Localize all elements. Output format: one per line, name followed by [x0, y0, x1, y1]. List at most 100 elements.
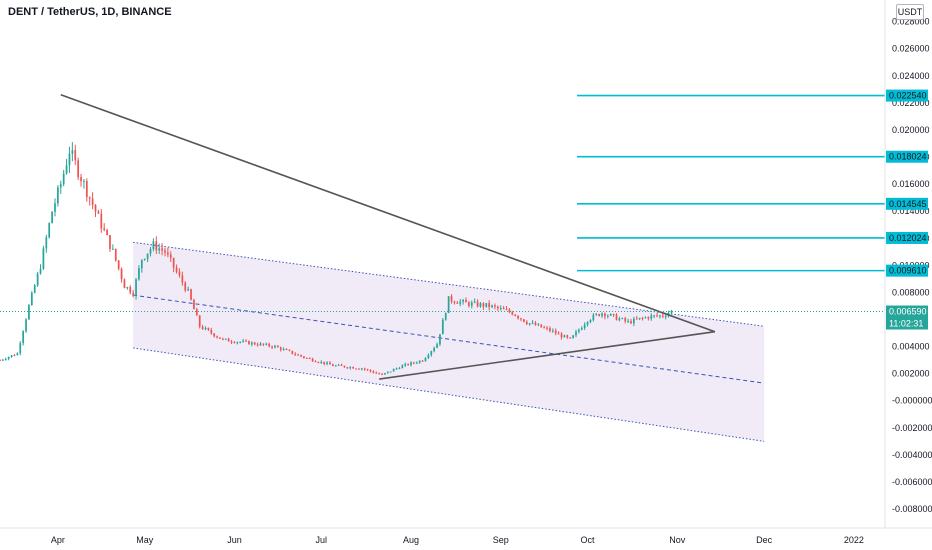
candle-up [149, 248, 152, 254]
price-tick-label: -0.000000 [892, 396, 932, 406]
candle-up [589, 320, 592, 322]
candle-up [638, 317, 641, 320]
horizontal-levels[interactable] [0, 94, 885, 313]
level-price-badge [886, 89, 928, 102]
candle-up [33, 285, 36, 293]
candle-up [427, 355, 430, 358]
candle-down [129, 287, 132, 293]
candle-down [190, 289, 192, 300]
candle-up [609, 313, 612, 316]
candle-up [398, 368, 401, 370]
channel-upper-line[interactable] [133, 241, 765, 327]
trendlines[interactable] [60, 94, 716, 380]
candle-up [51, 211, 53, 224]
candle-up [62, 173, 65, 185]
bar-countdown: 11:02:31 [889, 319, 923, 329]
candle-down [248, 340, 250, 345]
candle-down [314, 361, 317, 363]
candle-down [300, 354, 302, 357]
price-tick-label: -0.002000 [892, 423, 932, 433]
candle-down [598, 314, 601, 317]
candle-down [169, 254, 172, 258]
candle-up [491, 305, 493, 308]
ascending-trendline[interactable] [379, 330, 716, 380]
descending-trendline[interactable] [60, 94, 716, 333]
candle-down [268, 343, 271, 347]
candle-down [219, 337, 221, 339]
candle-up [19, 343, 22, 354]
descending-channel[interactable] [133, 241, 765, 442]
candle-down [375, 372, 378, 374]
time-tick-label: Jun [227, 535, 242, 545]
candle-up [68, 153, 71, 166]
candle-up [447, 296, 450, 313]
candle-up [395, 368, 398, 370]
candle-down [352, 367, 354, 369]
candle-up [250, 342, 253, 345]
candle-up [410, 362, 412, 366]
candle-up [386, 371, 389, 374]
candle-down [488, 303, 491, 308]
price-tick-label: -0.008000 [892, 504, 932, 514]
currency-button[interactable]: USDT [896, 4, 924, 20]
level-price-badge [886, 197, 928, 210]
price-tick-label: 0.016000 [892, 179, 930, 189]
candle-down [358, 368, 360, 370]
candle-down [279, 347, 282, 350]
candle-down [132, 292, 135, 296]
candle-up [236, 342, 239, 344]
candle-down [456, 302, 459, 304]
candle-down [311, 358, 314, 362]
candle-up [441, 319, 444, 335]
candle-down [253, 342, 256, 345]
level-price-badge-text: 0.012024 [889, 233, 927, 243]
candle-down [661, 315, 664, 317]
candle-up [601, 313, 603, 317]
candle-up [473, 301, 476, 303]
candle-down [366, 369, 369, 371]
candle-up [404, 363, 407, 366]
candle-down [468, 302, 470, 306]
candle-up [583, 324, 586, 329]
candle-up [2, 359, 4, 361]
candle-down [604, 313, 606, 317]
candle-up [59, 184, 62, 188]
candle-up [242, 340, 244, 342]
candle-down [262, 343, 265, 345]
candle-down [216, 336, 218, 338]
price-tick-label: 0.022000 [892, 98, 930, 108]
level-price-badge [886, 264, 928, 277]
candle-up [389, 371, 392, 373]
candle-down [421, 360, 424, 362]
candle-down [94, 204, 97, 212]
candle-down [85, 181, 88, 198]
candle-up [152, 241, 155, 249]
candle-down [303, 356, 305, 358]
candle-up [531, 322, 534, 324]
candle-down [525, 321, 528, 325]
channel-middle-line[interactable] [133, 294, 765, 384]
candle-down [88, 197, 91, 199]
time-axis[interactable]: Apr May Jun Jul Aug Sep Oct Nov Dec 2022 [51, 535, 864, 545]
price-tick-label: 0.024000 [892, 71, 930, 81]
candle-up [71, 150, 74, 154]
candle-down [641, 317, 644, 319]
price-tick-label: 0.028000 [892, 17, 930, 27]
channel-lower-line[interactable] [133, 347, 765, 442]
candle-down [207, 327, 210, 330]
candle-down [80, 177, 82, 182]
time-tick-label: Nov [669, 535, 686, 545]
candle-down [13, 355, 16, 357]
candle-up [28, 304, 30, 320]
candle-up [337, 364, 340, 366]
candle-down [566, 335, 569, 338]
candle-up [436, 344, 438, 348]
candle-down [615, 314, 618, 321]
chart-title: DENT / TetherUS, 1D, BINANCE [8, 6, 172, 18]
symbol-description[interactable]: DENT / TetherUS, 1D, BINANCE [8, 6, 172, 18]
price-tick-label: -0.004000 [892, 450, 932, 460]
candle-up [415, 362, 418, 364]
candle-down [305, 357, 308, 359]
candle-up [30, 292, 33, 305]
